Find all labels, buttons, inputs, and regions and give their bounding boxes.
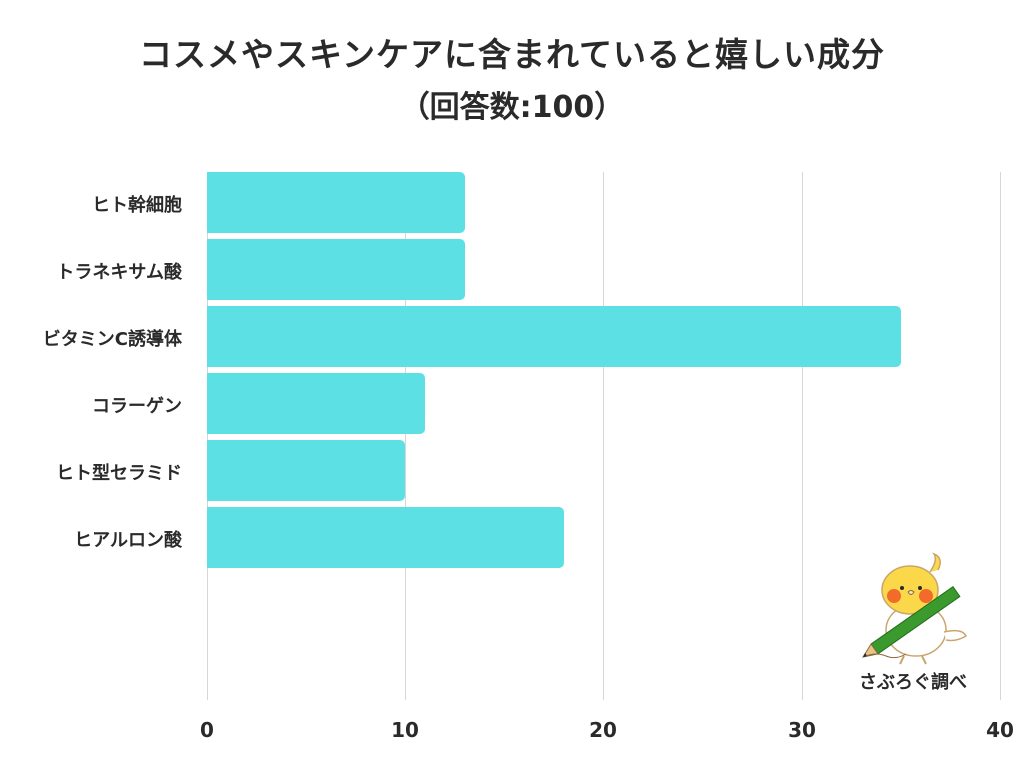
x-tick-label: 10 (391, 718, 419, 742)
x-tick-label: 0 (200, 718, 214, 742)
gridline-30 (802, 172, 803, 700)
category-label: ビタミンC誘導体 (42, 329, 182, 350)
bar (207, 440, 406, 501)
bar (207, 306, 901, 367)
bar (207, 507, 564, 568)
category-label: ヒト型セラミド (56, 463, 182, 484)
bar (207, 373, 426, 434)
x-tick-label: 20 (589, 718, 617, 742)
category-label: コラーゲン (92, 396, 182, 417)
chart-title: コスメやスキンケアに含まれていると嬉しい成分 (138, 35, 886, 74)
gridline-20 (603, 172, 604, 700)
plot-area (207, 172, 1001, 700)
category-label: トラネキサム酸 (56, 262, 182, 283)
gridline-10 (405, 172, 406, 700)
category-label: ヒト幹細胞 (92, 195, 182, 216)
bar (207, 239, 465, 300)
gridline-0 (207, 172, 208, 700)
category-label: ヒアルロン酸 (74, 530, 182, 551)
bar (207, 172, 465, 233)
chart-subtitle: （回答数:100） (399, 90, 625, 125)
source-credit: さぶろぐ調べ (859, 672, 967, 693)
x-tick-label: 30 (788, 718, 816, 742)
x-tick-label: 40 (986, 718, 1014, 742)
cockatiel-with-pencil-icon (838, 552, 988, 702)
gridline-40 (1000, 172, 1001, 700)
